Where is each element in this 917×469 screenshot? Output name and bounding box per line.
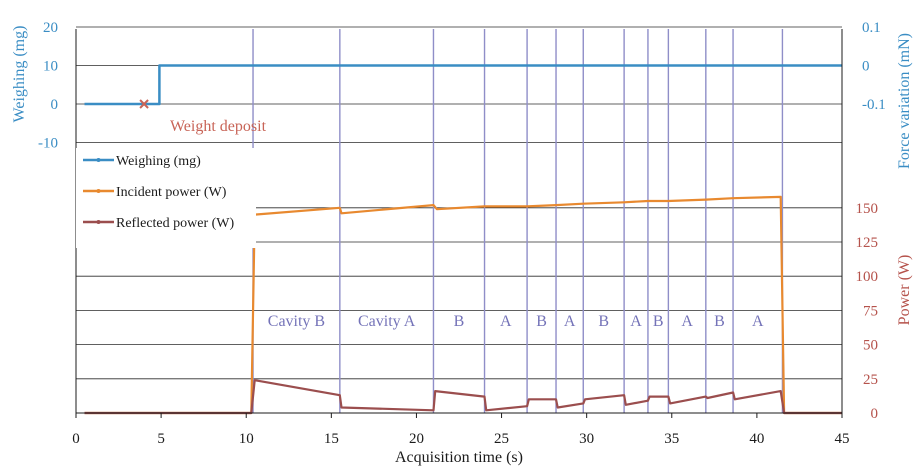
- y-axis-label-force: Force variation (mN): [896, 33, 913, 169]
- series-lines: [84, 64, 842, 415]
- y-tick-label-force: 0.1: [862, 20, 881, 36]
- segment-label: B: [653, 313, 664, 330]
- y-tick-label-power: 50: [863, 338, 878, 354]
- y-tick-label-weighing: -10: [38, 136, 58, 152]
- segment-label: B: [536, 313, 547, 330]
- segment-label: B: [454, 313, 465, 330]
- segment-label: A: [752, 313, 764, 330]
- y-axis-label-weighing: Weighing (mg): [11, 26, 28, 123]
- segment-label: A: [630, 313, 642, 330]
- legend-label: Incident power (W): [116, 185, 227, 200]
- y-tick-label-weighing: 10: [43, 59, 58, 75]
- x-tick-label: 0: [72, 431, 80, 447]
- y-tick-label-power: 75: [863, 303, 878, 319]
- x-tick-label: 25: [494, 431, 509, 447]
- x-tick-label: 20: [409, 431, 424, 447]
- y-tick-label-force: -0.1: [862, 97, 886, 113]
- x-tick-label: 45: [835, 431, 850, 447]
- y-axis-label-power: Power (W): [896, 255, 913, 326]
- series-line: [84, 379, 842, 415]
- x-tick-label: 5: [157, 431, 165, 447]
- weight-deposit-marker: [139, 99, 149, 109]
- segment-label: A: [564, 313, 576, 330]
- legend-marker: [96, 158, 101, 162]
- legend-box: [76, 148, 256, 248]
- segment-boundaries: [252, 29, 784, 413]
- legend-label: Weighing (mg): [116, 154, 201, 169]
- y-tick-label-weighing: 0: [51, 97, 59, 113]
- legend-marker: [96, 189, 101, 193]
- series-line: [84, 64, 842, 106]
- y-tick-label-power: 100: [856, 269, 879, 285]
- x-axis-label: Acquisition time (s): [395, 449, 523, 466]
- y-tick-label-weighing: 20: [43, 20, 58, 36]
- segment-label: B: [598, 313, 609, 330]
- tick-labels: 0 5 10 15 20 25 30 35 40 4520100-100.10-0.1150125…: [38, 20, 886, 447]
- x-tick-label: 15: [324, 431, 339, 447]
- x-tick-label: 30: [579, 431, 594, 447]
- segment-label: B: [714, 313, 725, 330]
- weight-deposit-annotation: Weight deposit: [170, 118, 267, 135]
- marker-stroke: [139, 99, 149, 109]
- segment-label: Cavity A: [358, 313, 416, 330]
- y-tick-label-power: 125: [856, 235, 879, 251]
- segment-label: Cavity B: [268, 313, 325, 330]
- y-tick-label-power: 0: [871, 406, 879, 422]
- legend-marker: [96, 220, 101, 224]
- legend: Weighing (mg) Incident power (W) Reflected…: [76, 148, 256, 248]
- y-tick-label-force: 0: [862, 59, 870, 75]
- segment-label: A: [500, 313, 512, 330]
- x-tick-label: 40: [749, 431, 764, 447]
- y-tick-label-power: 150: [856, 201, 879, 217]
- x-tick-label: 10: [239, 431, 254, 447]
- legend-label: Reflected power (W): [116, 216, 234, 231]
- segment-label: A: [681, 313, 693, 330]
- series-line: [84, 195, 842, 415]
- x-tick-label: 35: [664, 431, 679, 447]
- y-tick-label-power: 25: [863, 372, 878, 388]
